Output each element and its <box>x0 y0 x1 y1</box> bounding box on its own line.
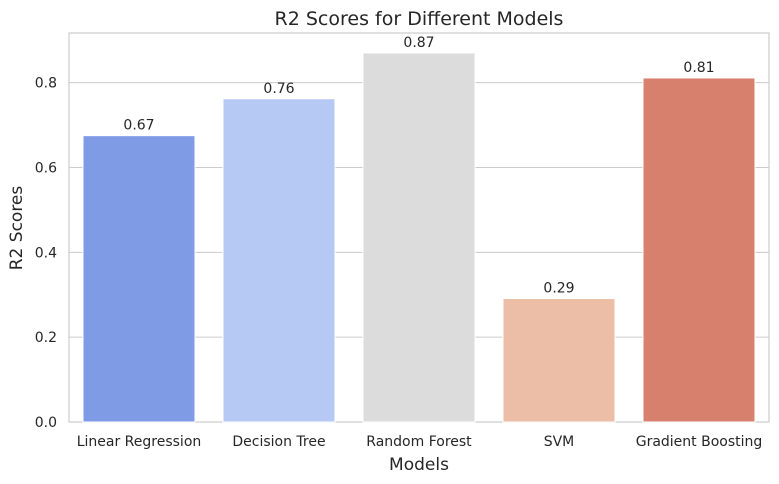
chart-title: R2 Scores for Different Models <box>275 8 564 30</box>
y-axis-label: R2 Scores <box>7 186 27 271</box>
y-tick-label: 0.6 <box>35 160 57 176</box>
y-tick-label: 0.4 <box>35 245 57 261</box>
bar-value-label: 0.29 <box>543 281 574 297</box>
bar <box>222 98 336 423</box>
x-axis-ticks: Linear Regression Decision Tree Random For… <box>77 434 763 450</box>
y-tick-label: 0.0 <box>35 415 57 431</box>
y-axis-ticks: 0.0 0.2 0.4 0.6 0.8 <box>35 76 57 431</box>
x-tick-label: Decision Tree <box>232 434 325 450</box>
x-axis-label: Models <box>389 455 449 475</box>
x-tick-label: Gradient Boosting <box>636 434 763 450</box>
bar-value-label: 0.81 <box>683 60 714 76</box>
bar <box>82 135 196 423</box>
data-labels: 0.67 0.76 0.87 0.29 0.81 <box>123 35 714 297</box>
bar-value-label: 0.67 <box>123 118 154 134</box>
y-tick-label: 0.2 <box>35 330 57 346</box>
bar-value-label: 0.87 <box>403 35 434 51</box>
bar-value-label: 0.76 <box>263 81 294 97</box>
bars <box>82 52 756 423</box>
x-tick-label: Random Forest <box>366 434 472 450</box>
y-tick-label: 0.8 <box>35 76 57 92</box>
x-tick-label: SVM <box>544 434 575 450</box>
bar <box>502 298 616 423</box>
x-tick-label: Linear Regression <box>77 434 202 450</box>
bar <box>642 77 756 423</box>
bar <box>362 52 476 423</box>
